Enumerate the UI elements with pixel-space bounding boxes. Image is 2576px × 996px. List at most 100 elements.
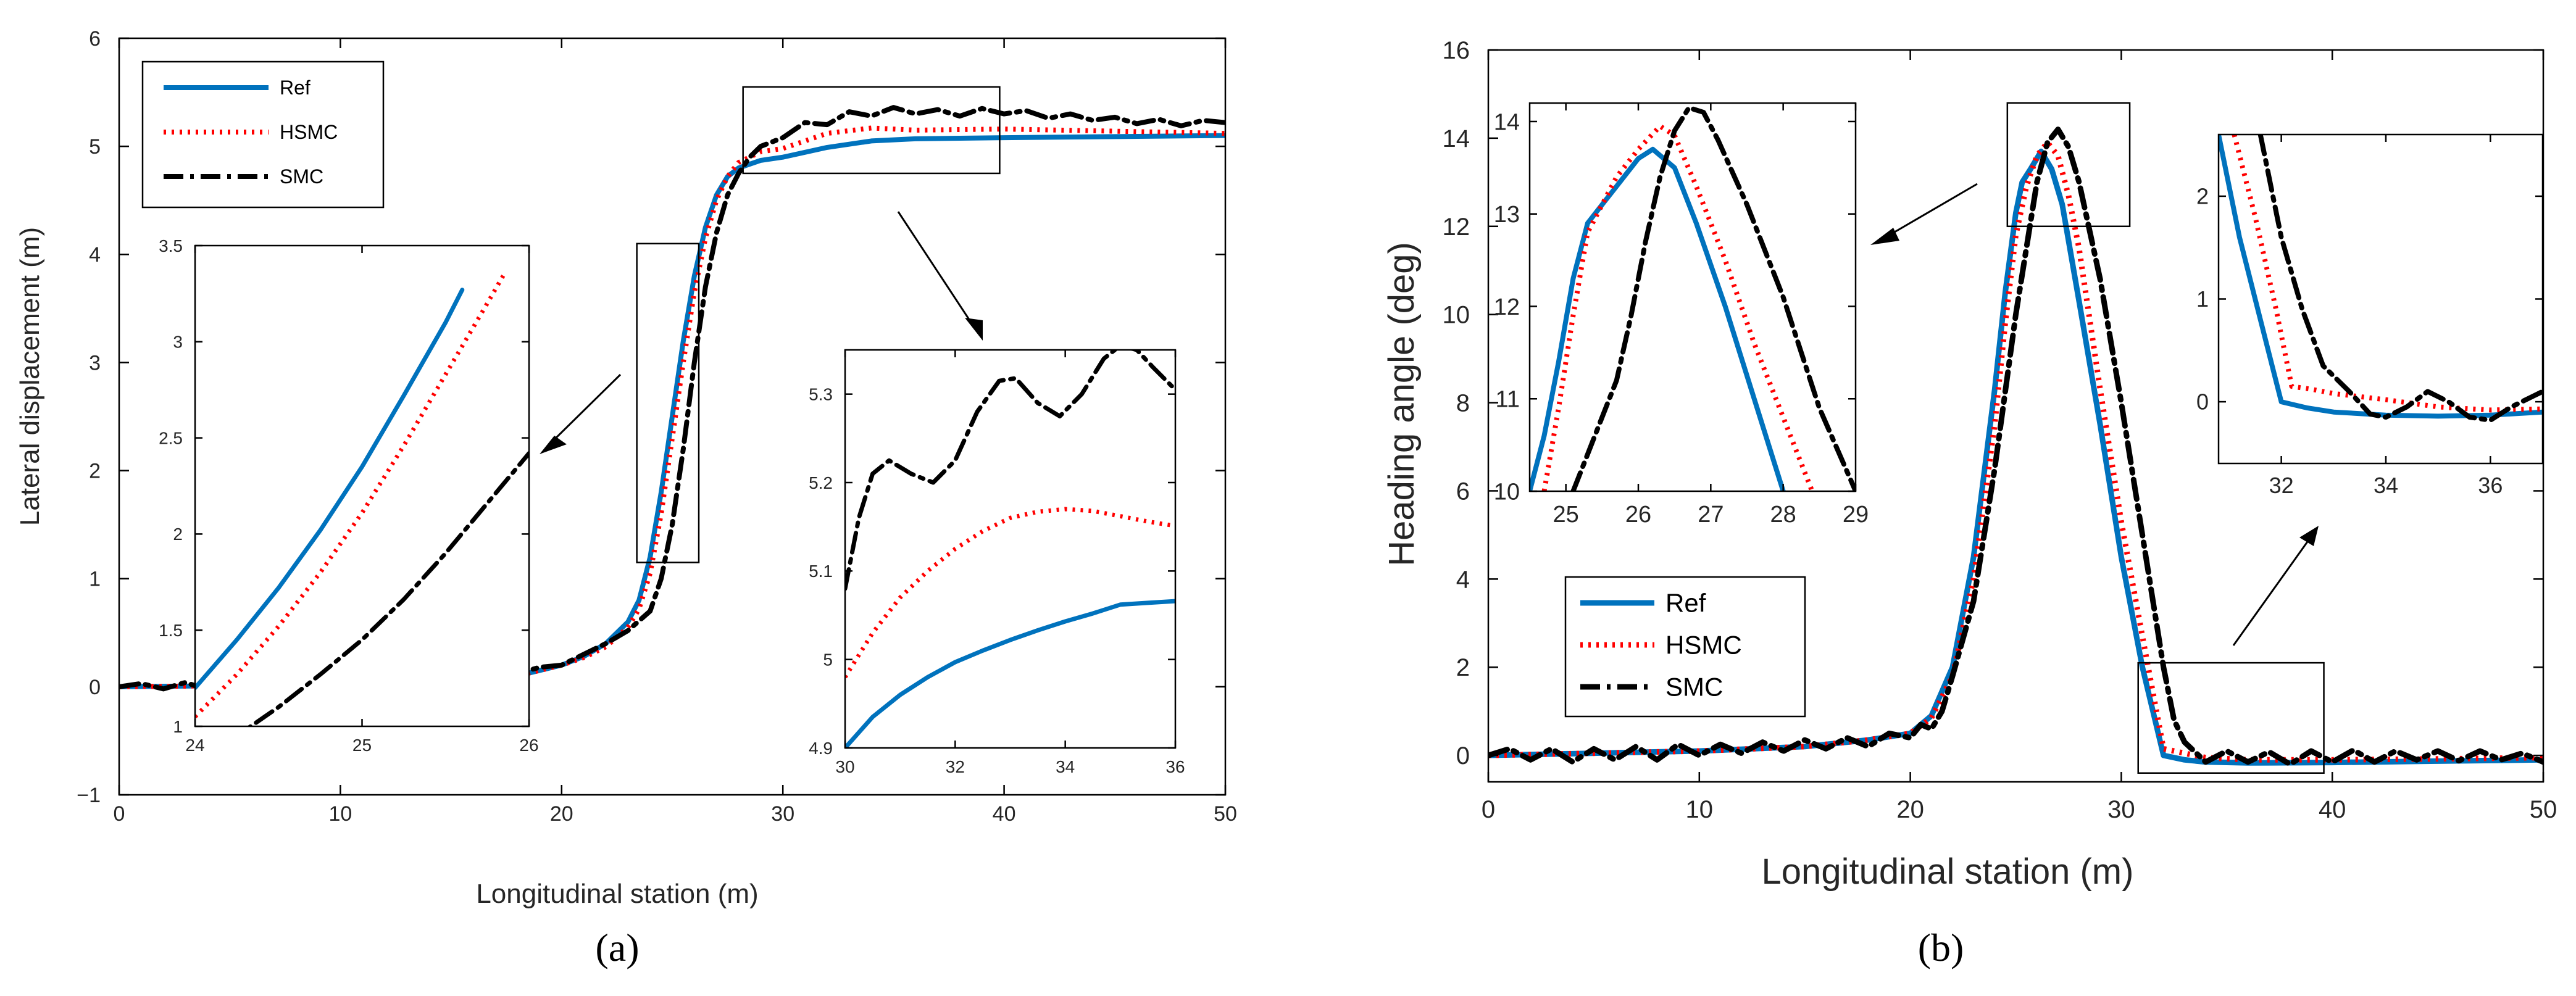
a-main-xtick-label-1: 10 [328,802,352,826]
a-main-zoom-box-0 [636,243,700,563]
a-main-xtick-label-0: 0 [114,802,125,826]
a-inset-right-plot-area [845,350,1175,748]
b-main-legend-label-hsmc: HSMC [1665,631,1742,660]
b-main-xtick-label-5: 50 [2530,796,2557,823]
b-main-ytick-label-3: 6 [1456,478,1470,505]
a-inset-right-ytick-label-4: 5.3 [809,384,833,404]
b-main-ytick-label-6: 12 [1443,214,1470,241]
a-main-legend-label-ref: Ref [280,77,311,99]
a-main-legend-label-smc: SMC [280,165,323,188]
a-main-ytick-label-5: 4 [89,243,101,267]
b-main-series-smc-line [1488,127,2543,767]
a-inset-right-xtick-label-0: 30 [835,757,854,776]
b-inset-right-ytick-label-0: 0 [2196,389,2209,415]
a-inset-right-series-smc-line [845,350,1175,591]
a-inset-right-xtick-label-1: 32 [946,757,965,776]
b-main-xtick-label-4: 40 [2319,796,2346,823]
a-inset-right-xtick-label-3: 36 [1165,757,1185,776]
arrow-b-right [2232,526,2319,646]
b-main-ytick-label-8: 16 [1443,37,1470,64]
arrow-a-right [897,211,983,341]
a-inset-left-ytick-label-1: 1.5 [159,621,183,640]
a-main-legend-label-hsmc: HSMC [280,121,338,143]
b-main-series-group [1488,127,2543,767]
b-main-series-hsmc-line [1488,139,2543,763]
xlabel-b: Longitudinal station (m) [1762,852,2134,892]
b-inset-left-axes-frame [1528,102,1857,492]
a-inset-right-ytick-label-0: 4.9 [809,739,833,758]
arrows [540,183,2319,646]
b-main-xtick-label-0: 0 [1482,796,1495,823]
a-main-legend: Ref HSMC SMC [141,60,385,209]
b-inset-right-ytick-label-1: 1 [2196,286,2209,312]
b-main-zoom-box-1 [2137,662,2325,774]
a-inset-right-axes-frame [844,349,1177,749]
arrow-a-left [540,373,622,454]
b-main-legend: Ref HSMC SMC [1564,576,1806,718]
a-main-ytick-label-2: 1 [89,568,101,591]
a-main-xtick-label-3: 30 [771,802,794,826]
a-inset-right-series-ref-line [845,599,1175,748]
b-inset-left-ytick-label-1: 11 [1496,387,1520,413]
b-inset-left-xtick-label-4: 29 [1843,502,1869,528]
b-inset-left-ytick-label-2: 12 [1494,294,1520,320]
b-main-xtick-label-1: 10 [1686,796,1714,823]
b-main-xtick-label-2: 20 [1896,796,1924,823]
a-inset-right-series-hsmc-line [845,507,1175,679]
a-inset-left-series-smc-line [247,451,529,726]
b-inset-left-series-ref-line [1530,146,1786,491]
xlabel-a: Longitudinal station (m) [476,879,758,909]
a-inset-right-series-group [845,350,1175,748]
ylabel-b: Heading angle (deg) [1382,242,1422,566]
a-inset-left-xtick-label-2: 26 [519,736,538,755]
a-main-ytick-label-7: 6 [89,27,101,51]
panel-label-a: (a) [595,926,639,969]
b-inset-right-series-hsmc-line [2232,135,2543,413]
b-main-ytick-label-1: 2 [1456,654,1470,681]
b-inset-left-plot-area [1530,103,1856,491]
chart-b-inset-right: 32 34 36 0 1 2 [2196,133,2544,498]
b-inset-right-xtick-label-0: 32 [2269,473,2294,498]
panel-label-b: (b) [1918,926,1964,969]
a-inset-right-ytick-label-2: 5.1 [809,562,833,581]
a-inset-left-ytick-label-0: 1 [173,717,183,736]
a-inset-left-ytick-label-3: 2.5 [159,428,183,447]
b-inset-left-series-smc-line [1570,105,1856,491]
b-inset-right-series-smc-line [2257,135,2543,423]
b-main-zoom-box-0 [2006,102,2131,228]
b-inset-right-xtick-label-1: 34 [2374,473,2398,498]
b-inset-right-series-group [2219,135,2543,423]
ylabel-a: Lateral displacement (m) [15,227,45,526]
chart-a-inset-left: 24 25 26 1 1.5 2 2.5 3 3.5 [159,236,539,755]
a-main-xtick-label-5: 50 [1214,802,1237,826]
chart-b-inset-left: 25 26 27 28 29 10 11 12 13 14 [1494,102,1869,528]
a-main-ytick-label-1: 0 [89,676,101,699]
a-main-ytick-label-4: 3 [89,351,101,375]
a-main-xtick-label-4: 40 [993,802,1016,826]
a-main-ytick-label-0: −1 [77,784,101,807]
a-main-axes-frame [118,37,1227,796]
b-main-ytick-label-4: 8 [1456,390,1470,417]
b-main-ytick-label-2: 4 [1456,566,1470,593]
a-main-xtick-label-2: 20 [550,802,573,826]
b-main-ytick-label-0: 0 [1456,742,1470,770]
b-inset-left-xtick-label-0: 25 [1553,502,1579,528]
a-main-ytick-label-3: 2 [89,459,101,483]
chart-a-inset-right: 30 32 34 36 4.9 5 5.1 5.2 5.3 [809,349,1185,776]
a-inset-right-ytick-label-3: 5.2 [809,473,833,492]
arrow-b-left [1870,183,1978,245]
b-main-ytick-label-5: 10 [1443,302,1470,329]
a-inset-left-xtick-label-0: 24 [185,736,204,755]
a-main-series-ref-line [119,133,1225,689]
b-inset-right-ytick-label-2: 2 [2196,184,2209,209]
a-inset-left-series-hsmc-line [195,273,506,718]
b-inset-left-series-group [1530,105,1856,491]
b-main-ytick-label-7: 14 [1443,125,1470,152]
b-inset-right-xtick-label-2: 36 [2478,473,2503,498]
b-inset-left-xtick-label-1: 26 [1625,502,1651,528]
a-inset-left-series-group [195,273,529,726]
b-main-legend-label-ref: Ref [1665,589,1706,618]
b-main-xtick-label-3: 30 [2107,796,2135,823]
